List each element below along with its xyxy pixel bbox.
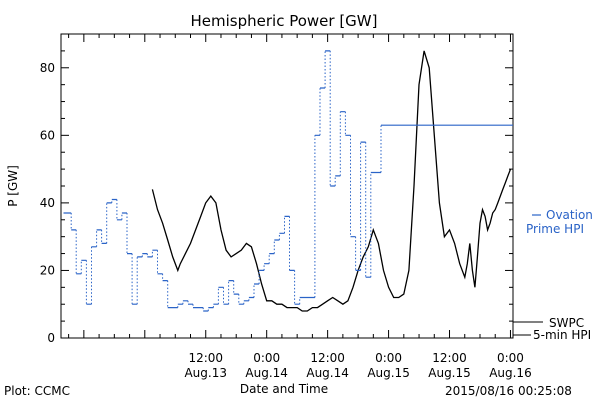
legend-ovation-line1: Ovation [546,208,593,222]
x-tick-label-date: Aug.15 [367,366,410,380]
plot-frame [60,33,514,339]
y-axis-label: P [GW] [6,165,20,207]
x-tick-label-time: 0:00 [375,351,402,365]
y-tick-label: 60 [40,128,55,142]
footer-plot-credit: Plot: CCMC [4,384,70,398]
y-axis-ticks: 0 20 40 60 80 [40,33,513,345]
y-tick-label: 0 [47,331,55,345]
legend-swpc-line2: 5-min HPI [533,328,591,342]
legend-swpc-line1: SWPC [549,316,584,330]
y-tick-label: 80 [40,61,55,75]
x-tick-label-date: Aug.14 [306,366,349,380]
footer-timestamp: 2015/08/16 00:25:08 [445,384,572,398]
chart-title: Hemispheric Power [GW] [191,12,378,30]
legend-ovation-line2: Prime HPI [526,222,584,236]
swpc-hpi-line [151,50,512,312]
ovation-steps-line [63,50,513,312]
x-axis-ticks: 12:00Aug.130:00Aug.1412:00Aug.140:00Aug.… [68,34,532,380]
y-tick-label: 20 [40,263,55,277]
x-tick-label-date: Aug.13 [184,366,227,380]
series-layer [63,50,513,312]
x-axis-label: Date and Time [240,382,328,396]
y-tick-label: 40 [40,196,55,210]
x-tick-label-time: 12:00 [310,351,345,365]
x-tick-label-time: 12:00 [432,351,467,365]
x-tick-label-date: Aug.15 [428,366,471,380]
ovation-steps-risers [70,50,382,311]
x-tick-label-date: Aug.16 [489,366,532,380]
x-tick-label-date: Aug.14 [245,366,288,380]
x-tick-label-time: 0:00 [497,351,524,365]
x-tick-label-time: 0:00 [253,351,280,365]
x-tick-label-time: 12:00 [188,351,223,365]
